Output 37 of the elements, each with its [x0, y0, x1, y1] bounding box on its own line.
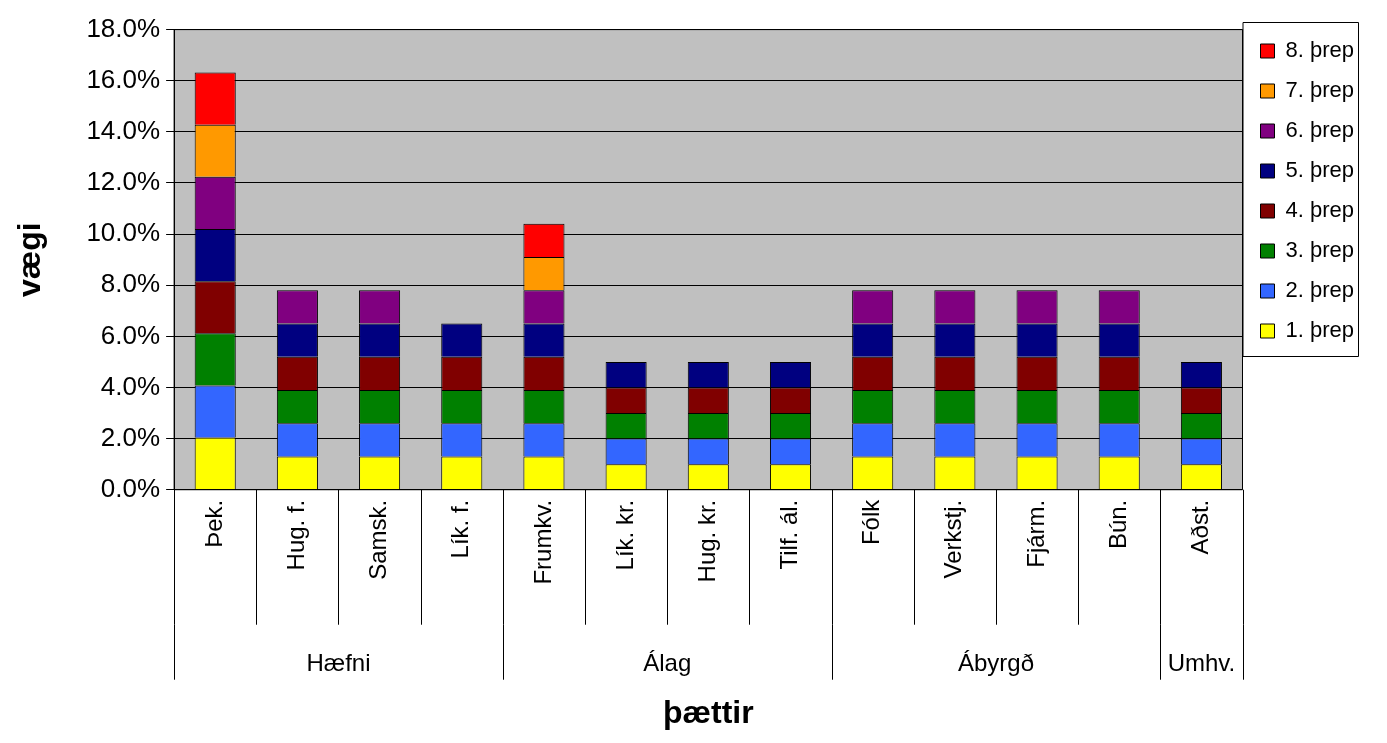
legend-label: 4. þrep	[1285, 197, 1355, 223]
y-tick-label: 10.0%	[86, 217, 161, 248]
text: Hæfni	[306, 649, 371, 677]
legend-label: 6. þrep	[1285, 117, 1355, 143]
y-tick-label: 18.0%	[86, 12, 161, 43]
y-tick-label: 0.0%	[100, 472, 161, 503]
y-tick-label: 6.0%	[100, 319, 161, 350]
y-tick-label: 4.0%	[100, 370, 161, 401]
legend-label: 8. þrep	[1285, 37, 1355, 63]
legend-label: 7. þrep	[1285, 77, 1355, 103]
x-tick-label: Tilf. ál.	[775, 499, 803, 570]
x-tick-label: Aðst.	[1186, 499, 1214, 555]
x-tick-label: Frumkv.	[528, 499, 556, 585]
x-axis-title: þættir	[662, 693, 754, 730]
legend-label: 5. þrep	[1285, 157, 1355, 183]
x-tick-label: Þek.	[199, 499, 227, 548]
legend-label: 1. þrep	[1285, 317, 1355, 343]
x-tick-label: Lík. f.	[446, 499, 474, 559]
text: Ábyrgð	[957, 649, 1034, 677]
y-tick-label: 16.0%	[86, 63, 161, 94]
x-tick-label: Verkstj.	[939, 499, 967, 579]
x-tick-label: Fólk	[857, 498, 885, 546]
y-axis-title: vægi	[11, 222, 48, 297]
x-tick-label: Lík. kr.	[610, 499, 638, 571]
x-tick-label: Hug. f.	[282, 499, 310, 571]
text: Álag	[643, 649, 692, 677]
legend-label: 3. þrep	[1285, 237, 1355, 263]
text: Umhv.	[1167, 649, 1236, 677]
x-tick-label: Bún.	[1103, 499, 1131, 550]
x-tick-label: Samsk.	[364, 499, 392, 580]
y-tick-label: 12.0%	[86, 166, 161, 197]
y-tick-label: 2.0%	[100, 421, 161, 452]
y-tick-label: 8.0%	[100, 268, 161, 299]
legend-label: 2. þrep	[1285, 277, 1355, 303]
y-tick-label: 14.0%	[86, 115, 161, 146]
x-tick-label: Fjárm.	[1021, 499, 1049, 568]
x-tick-label: Hug. kr.	[692, 499, 720, 583]
